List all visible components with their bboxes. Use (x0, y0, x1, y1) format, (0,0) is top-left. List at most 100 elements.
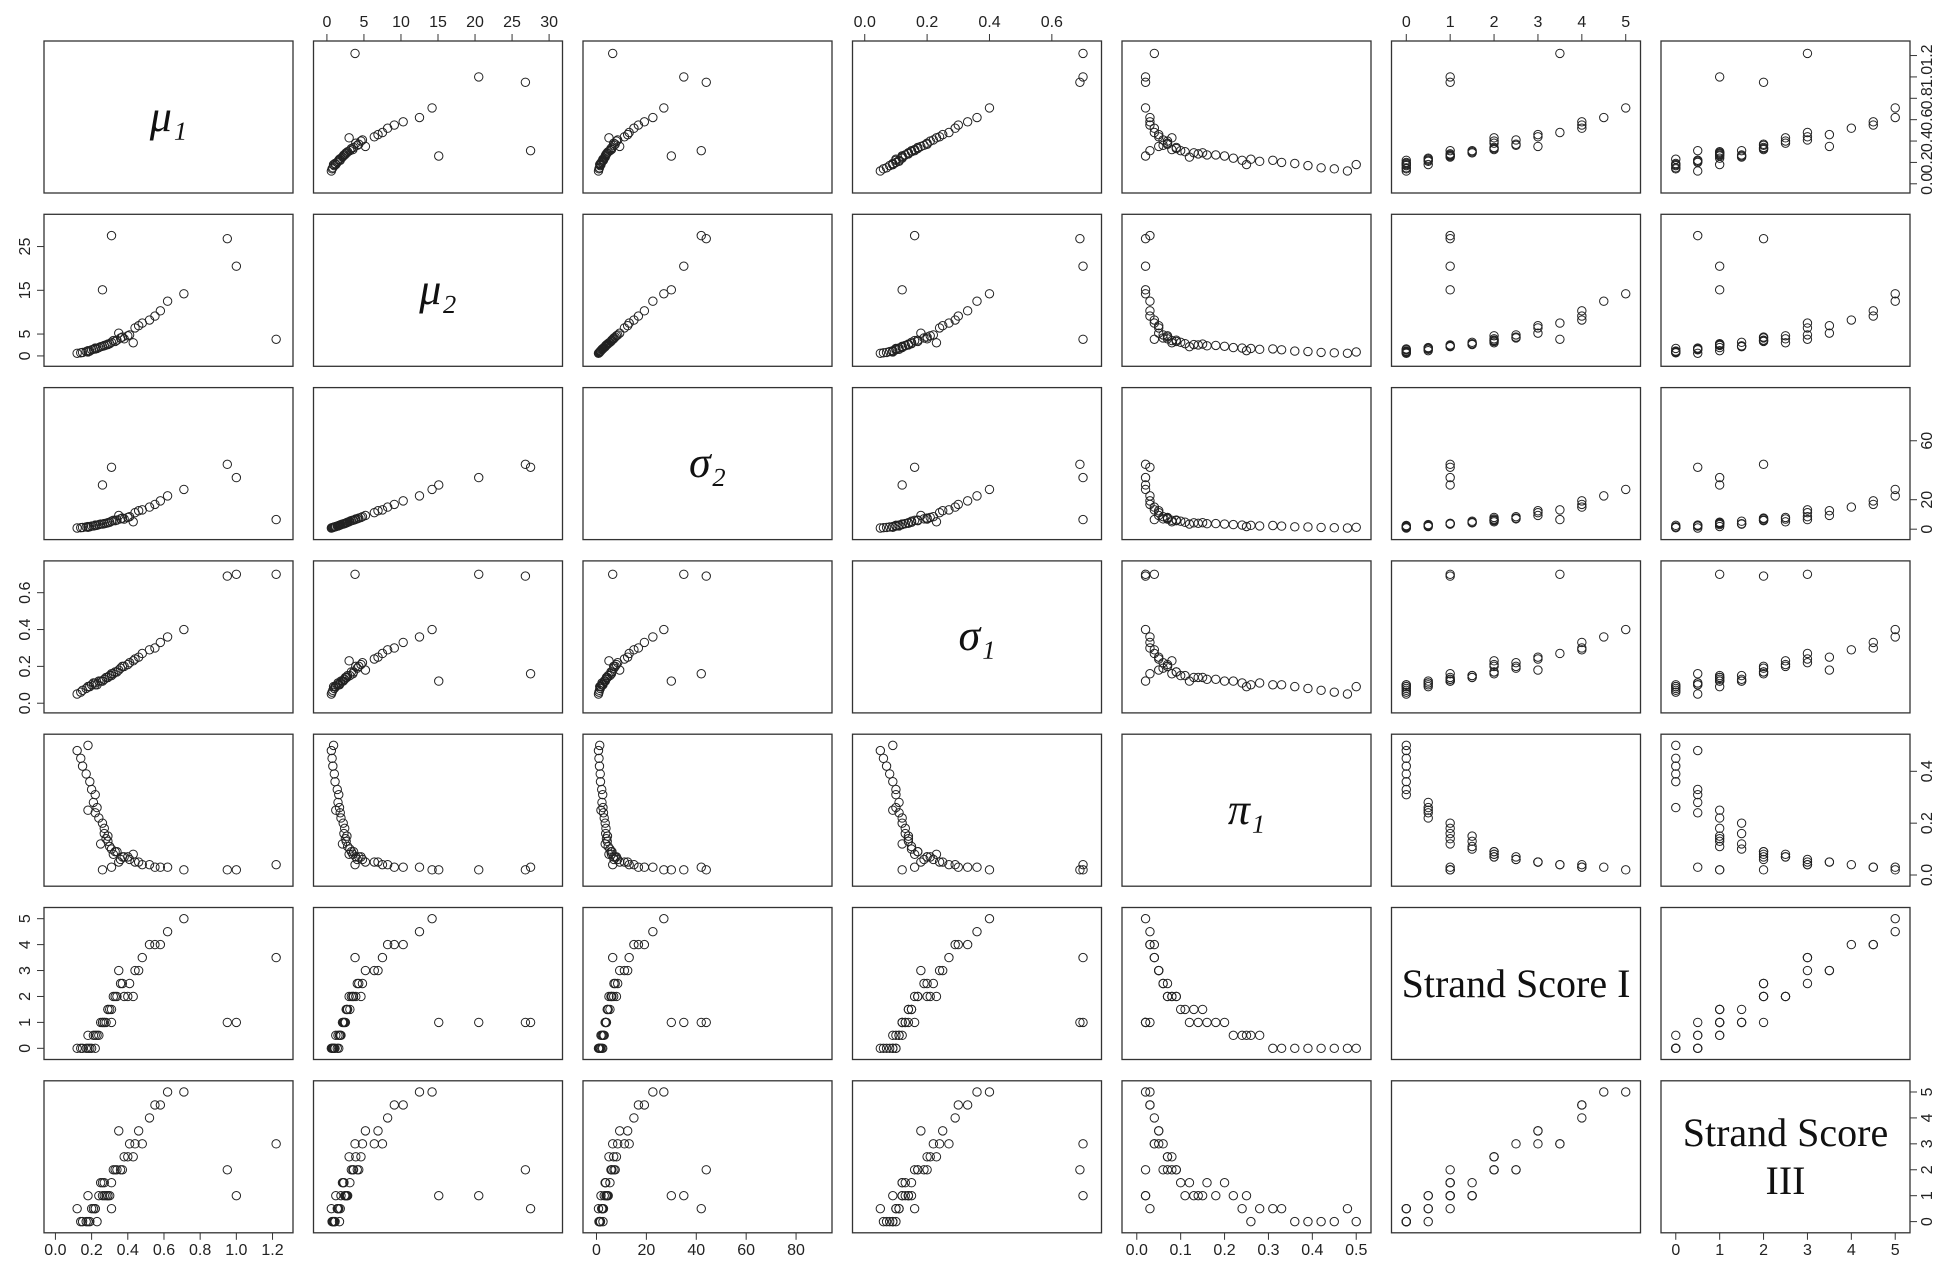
point (602, 148, 612, 158)
point (1342, 689, 1353, 699)
point (906, 1178, 917, 1188)
panel-frame (312, 1080, 564, 1234)
point (150, 1100, 160, 1110)
point (1145, 1017, 1155, 1028)
point (1276, 521, 1287, 531)
point (1555, 334, 1565, 344)
point (1154, 652, 1164, 662)
point (1511, 513, 1521, 523)
point (629, 315, 639, 325)
point (984, 1087, 995, 1097)
x-tick-label: 4 (1577, 14, 1586, 31)
point (1401, 522, 1411, 532)
y-tick-label: 3 (1919, 1139, 1936, 1148)
point (1445, 77, 1455, 87)
point (598, 789, 608, 800)
point (679, 865, 689, 875)
point (86, 1043, 97, 1054)
point (1511, 332, 1521, 342)
point (525, 1017, 536, 1028)
point (1423, 1190, 1433, 1201)
point (1671, 681, 1681, 692)
point (1533, 652, 1543, 662)
point (639, 637, 650, 648)
y-tick-label: 0.0 (1919, 173, 1936, 195)
point (875, 1203, 886, 1214)
point (1211, 674, 1221, 684)
point (520, 865, 531, 875)
point (919, 978, 929, 989)
point (897, 1190, 907, 1201)
point (1423, 805, 1433, 815)
point (344, 1152, 354, 1162)
point (525, 145, 536, 156)
point (1802, 132, 1813, 142)
point (1171, 991, 1181, 1002)
point (1489, 138, 1499, 148)
panel-frame (1390, 560, 1642, 714)
point (629, 1113, 639, 1123)
x-tick-label: 60 (737, 1242, 755, 1259)
point (913, 142, 923, 153)
point (1467, 831, 1477, 841)
panel-frame (1121, 213, 1372, 367)
point (1401, 1203, 1411, 1214)
x-tick-label: 30 (540, 14, 558, 31)
point (328, 740, 339, 751)
point (934, 1139, 945, 1149)
point (894, 1030, 904, 1041)
point (1489, 659, 1499, 670)
point (1714, 153, 1725, 163)
point (931, 517, 942, 527)
point (179, 913, 189, 924)
point (1577, 1113, 1587, 1123)
point (629, 645, 639, 655)
point (1671, 347, 1681, 357)
x-tick-label: 4 (1847, 1242, 1856, 1259)
point (931, 1152, 942, 1162)
point (1145, 926, 1155, 937)
point (328, 522, 339, 532)
point (679, 1017, 689, 1028)
point (81, 769, 91, 779)
point (594, 761, 605, 771)
point (179, 289, 189, 299)
point (1290, 158, 1300, 169)
point (1467, 518, 1477, 528)
point (1511, 661, 1521, 672)
point (605, 1178, 615, 1188)
point (1890, 632, 1900, 642)
point (356, 659, 366, 670)
point (1197, 1004, 1208, 1015)
point (155, 1100, 166, 1110)
point (1351, 1043, 1361, 1054)
point (1555, 505, 1565, 515)
point (1671, 687, 1681, 697)
point (1736, 337, 1747, 348)
point (679, 72, 689, 82)
point (1736, 670, 1747, 681)
point (894, 808, 904, 818)
point (520, 1017, 531, 1028)
point (350, 859, 360, 870)
point (597, 157, 607, 168)
point (1511, 854, 1521, 865)
point (598, 808, 609, 818)
point (1577, 862, 1587, 872)
point (1154, 506, 1164, 516)
point (1868, 306, 1878, 316)
point (1758, 332, 1769, 342)
point (1149, 123, 1160, 133)
point (1802, 854, 1813, 865)
point (1145, 669, 1155, 679)
point (881, 1216, 892, 1227)
point (919, 854, 929, 865)
x-tick-label: 0 (592, 1242, 601, 1259)
point (909, 991, 920, 1002)
point (1075, 865, 1085, 875)
point (334, 789, 344, 800)
point (701, 865, 711, 875)
point (1714, 805, 1725, 815)
point (1423, 1203, 1433, 1214)
panel-frame (312, 733, 564, 887)
